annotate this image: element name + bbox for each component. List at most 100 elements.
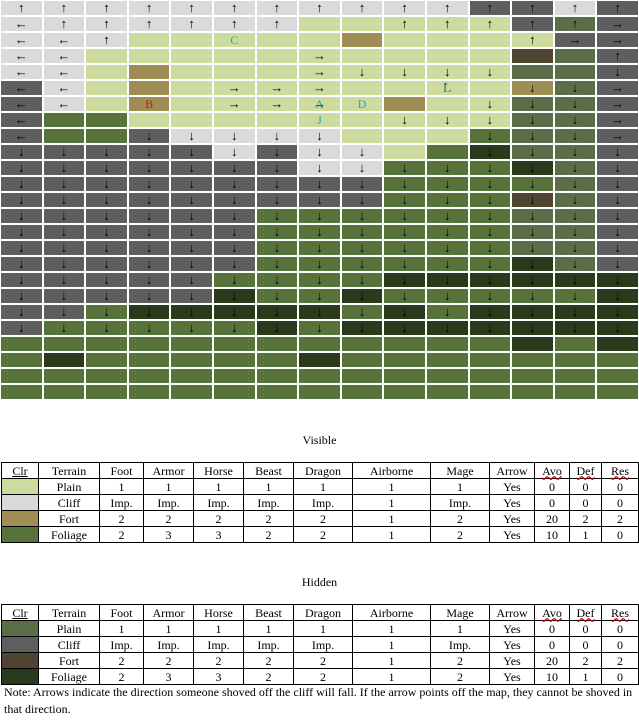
fall-direction-arrow: ↓ <box>571 320 579 335</box>
fall-direction-arrow: ↑ <box>103 32 110 47</box>
fall-direction-arrow: ↓ <box>18 192 25 207</box>
fall-direction-arrow: ↓ <box>358 256 366 271</box>
map-cell <box>0 384 43 400</box>
map-cell: ↓ <box>596 208 639 224</box>
fall-direction-arrow: ↓ <box>103 144 110 159</box>
map-cell: ↓ <box>596 320 639 336</box>
map-cell: ↓ <box>383 288 426 304</box>
map-cell <box>468 80 512 96</box>
map-cell: ↓ <box>127 160 171 176</box>
map-cell: ↓ <box>425 224 469 240</box>
map-cell: ↓ <box>468 288 512 304</box>
map-cell: ↓ <box>468 208 512 224</box>
map-cell: ↓ <box>511 192 554 208</box>
map-cell: ↓ <box>85 256 128 272</box>
map-cell: ↓ <box>85 192 128 208</box>
fall-direction-arrow: ↓ <box>18 176 25 191</box>
fall-direction-arrow: ↓ <box>401 224 408 239</box>
map-cell: ↓ <box>212 144 256 160</box>
map-cell: ↓ <box>468 160 512 176</box>
fall-direction-arrow: ↑ <box>614 48 621 63</box>
table-cell: 1 <box>143 478 194 495</box>
map-cell: ↓ <box>511 256 554 272</box>
map-cell: ↓ <box>212 288 256 304</box>
fall-direction-arrow: ↓ <box>486 112 494 127</box>
map-cell: ↑ <box>255 16 299 32</box>
map-cell: ↑ <box>340 0 384 16</box>
map-cell: ↓ <box>553 256 597 272</box>
map-cell <box>0 352 43 368</box>
map-cell <box>170 64 213 80</box>
fall-direction-arrow: ↓ <box>614 144 621 159</box>
map-cell <box>42 352 86 368</box>
map-cell: ↓ <box>425 256 469 272</box>
fall-direction-arrow: ← <box>14 128 28 143</box>
column-header: Def <box>569 462 602 479</box>
map-cell: ↓ <box>340 320 384 336</box>
column-header: Dragon <box>293 462 353 479</box>
fall-direction-arrow: ↓ <box>103 224 110 239</box>
table-cell: Cliff <box>38 494 100 511</box>
table-cell: 2 <box>99 526 144 543</box>
fall-direction-arrow: ↓ <box>316 144 323 159</box>
table-cell: Cliff <box>38 636 100 653</box>
fall-direction-arrow: ↓ <box>614 208 621 223</box>
table-cell: 2 <box>569 652 602 669</box>
fall-direction-arrow: ↓ <box>60 256 68 271</box>
fall-direction-arrow: ↓ <box>529 112 536 127</box>
fall-direction-arrow: ↓ <box>401 112 408 127</box>
fall-direction-arrow: ↓ <box>443 288 451 303</box>
fall-direction-arrow: ↑ <box>103 16 110 31</box>
fall-direction-arrow: ↓ <box>358 304 366 319</box>
map-cell: ↓ <box>553 304 597 320</box>
fall-direction-arrow: ↓ <box>486 128 494 143</box>
map-cell: ↓ <box>425 272 469 288</box>
fall-direction-arrow: ↑ <box>486 0 494 15</box>
map-cell: ↓ <box>255 304 299 320</box>
map-cell: ↓ <box>255 192 299 208</box>
map-cell: ↓ <box>340 304 384 320</box>
fall-direction-arrow: ↓ <box>443 64 451 79</box>
column-header: Mage <box>430 462 490 479</box>
fall-direction-arrow: ↓ <box>443 192 451 207</box>
fall-direction-arrow: ↓ <box>103 320 110 335</box>
map-cell: ↓ <box>212 304 256 320</box>
fall-direction-arrow: ↓ <box>529 288 536 303</box>
fall-direction-arrow: ↓ <box>60 208 68 223</box>
map-cell: ↓ <box>468 64 512 80</box>
map-cell: ↑ <box>383 0 426 16</box>
fall-direction-arrow: ↓ <box>145 128 153 143</box>
map-cell: ↓ <box>425 304 469 320</box>
map-cell <box>553 352 597 368</box>
map-cell: ↓ <box>553 112 597 128</box>
fall-direction-arrow: ↑ <box>145 16 153 31</box>
map-cell: ↑ <box>85 0 128 16</box>
fall-direction-arrow: ↓ <box>18 160 25 175</box>
map-cell: → A <box>298 96 341 112</box>
table-row: Plain 1 1 1 1 1 1 1 Yes 0 0 0 <box>1 620 639 637</box>
fall-direction-arrow: ↓ <box>571 144 579 159</box>
map-cell <box>85 352 128 368</box>
map-cell: ↓ <box>468 304 512 320</box>
table-cell: 3 <box>193 526 244 543</box>
map-cell <box>468 368 512 384</box>
map-cell: ↑ <box>85 16 128 32</box>
table-cell: Imp. <box>430 494 490 511</box>
fall-direction-arrow: ↑ <box>188 0 195 15</box>
fall-direction-arrow: ↓ <box>486 176 494 191</box>
map-cell: ↓ <box>425 320 469 336</box>
fall-direction-arrow: ↓ <box>273 192 281 207</box>
table-cell: 1 <box>569 526 602 543</box>
map-cell <box>511 336 554 352</box>
map-cell <box>340 352 384 368</box>
map-cell: ↓ <box>212 224 256 240</box>
column-header: Mage <box>430 604 490 621</box>
fall-direction-arrow: ↓ <box>614 320 621 335</box>
map-cell: ↓ <box>255 256 299 272</box>
map-cell: ↑ <box>212 16 256 32</box>
map-cell: ↑ <box>85 32 128 48</box>
table-cell: Imp. <box>143 494 194 511</box>
fall-direction-arrow: ↓ <box>571 96 579 111</box>
map-cell: ↓ <box>596 272 639 288</box>
